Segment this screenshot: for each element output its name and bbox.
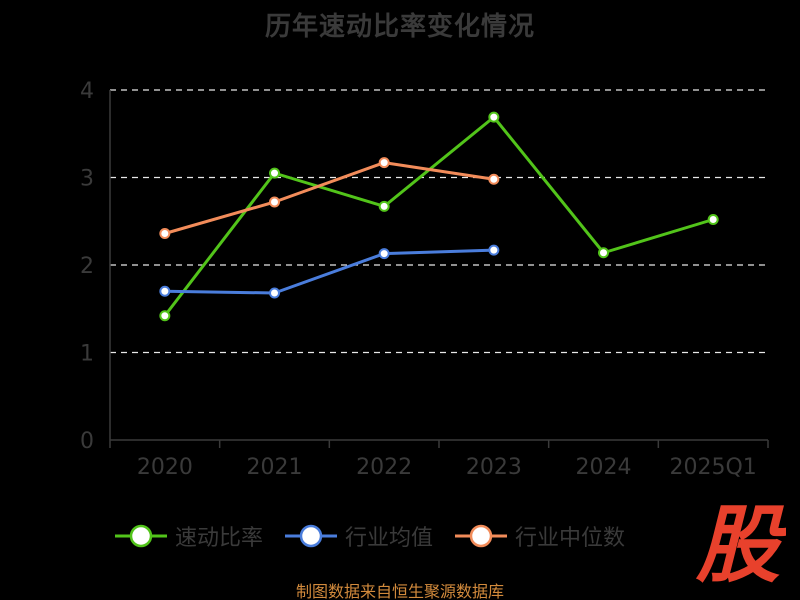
point-0-0[interactable] bbox=[159, 310, 171, 322]
legend-item-1[interactable]: 行业均值 bbox=[284, 520, 433, 552]
legend-swatch-2 bbox=[455, 524, 507, 548]
series-line-1 bbox=[164, 248, 494, 295]
point-0-2[interactable] bbox=[378, 200, 390, 212]
legend-label-1: 行业均值 bbox=[344, 526, 433, 551]
y-tick-label-0: 0 bbox=[80, 429, 94, 454]
series-line-0 bbox=[163, 115, 714, 317]
legend-label-2: 行业中位数 bbox=[515, 526, 626, 551]
logo-glyph: 股 bbox=[695, 500, 786, 586]
legend-item-0[interactable]: 速动比率 bbox=[114, 520, 263, 552]
legend-swatch-1 bbox=[284, 524, 337, 548]
legend-label-0: 速动比率 bbox=[174, 526, 263, 551]
series-lines bbox=[159, 111, 719, 322]
chart-title: 历年速动比率变化情况 bbox=[264, 12, 535, 42]
y-tick-label-2: 2 bbox=[80, 254, 94, 279]
axes: 0 1 2 3 4 2020 2021 2022 2023 2024 2025Q1 bbox=[80, 79, 769, 480]
series-line-2 bbox=[164, 161, 495, 235]
legend: 速动比率 行业均值 行业中位数 bbox=[0, 520, 770, 552]
point-0-4[interactable] bbox=[598, 247, 609, 259]
legend-item-2[interactable]: 行业中位数 bbox=[455, 520, 625, 552]
legend-swatch-0 bbox=[114, 524, 167, 548]
point-1-0[interactable] bbox=[159, 285, 171, 297]
y-tick-label-1: 1 bbox=[80, 342, 94, 367]
x-tick-label-4: 2024 bbox=[576, 455, 632, 480]
x-tick-label-1: 2021 bbox=[247, 455, 303, 480]
x-tick-label-5: 2025Q1 bbox=[670, 455, 757, 480]
point-1-1[interactable] bbox=[269, 287, 280, 299]
point-2-2[interactable] bbox=[378, 157, 390, 169]
y-tick-label-3: 3 bbox=[80, 167, 94, 192]
point-2-1[interactable] bbox=[269, 196, 280, 208]
point-2-0[interactable] bbox=[159, 228, 171, 239]
source-note: 制图数据来自恒生聚源数据库 bbox=[295, 582, 504, 600]
x-tick-label-2: 2022 bbox=[356, 455, 412, 480]
series-0 bbox=[159, 111, 719, 322]
y-tick-label-4: 4 bbox=[80, 79, 94, 104]
point-1-3[interactable] bbox=[488, 244, 500, 256]
point-2-3[interactable] bbox=[488, 173, 500, 185]
point-0-5[interactable] bbox=[707, 214, 719, 225]
point-0-1[interactable] bbox=[269, 167, 280, 179]
point-0-3[interactable] bbox=[488, 111, 500, 123]
series-1 bbox=[159, 244, 500, 299]
x-tick-label-0: 2020 bbox=[137, 455, 193, 480]
stock-logo-icon: 股 bbox=[695, 500, 786, 586]
series-2 bbox=[159, 157, 500, 239]
point-1-2[interactable] bbox=[378, 248, 390, 260]
x-tick-label-3: 2023 bbox=[466, 455, 522, 480]
